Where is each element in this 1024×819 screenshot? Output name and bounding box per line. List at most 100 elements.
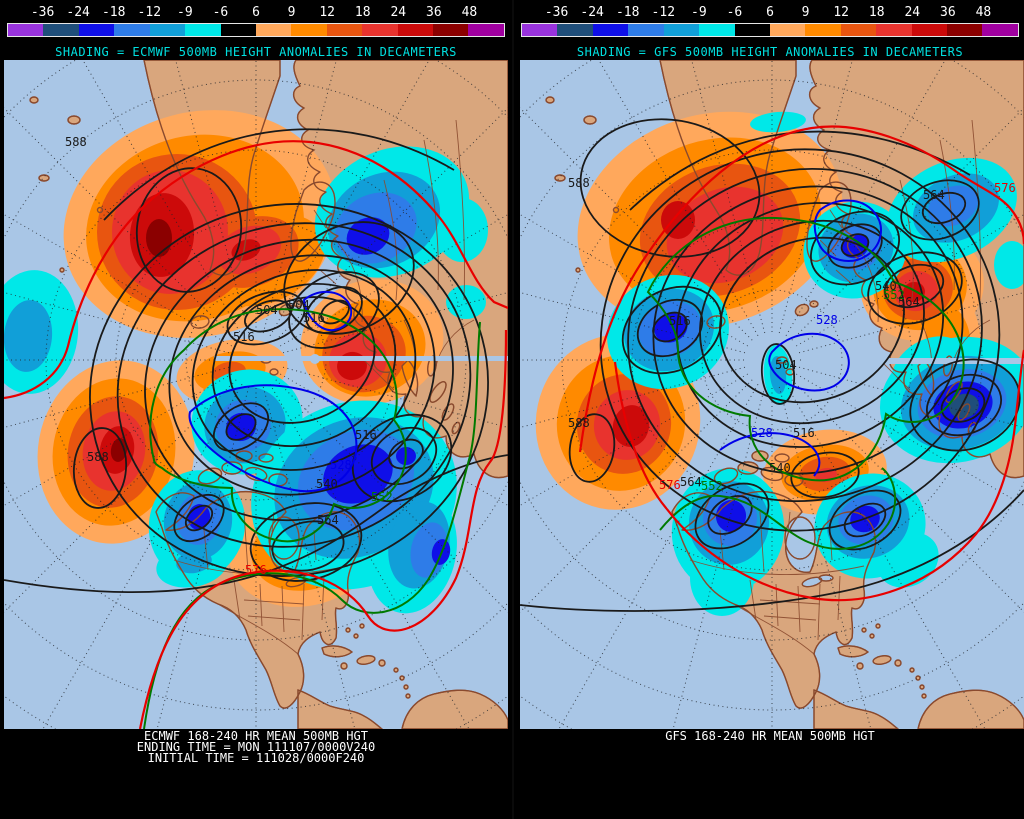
colorbar-segment xyxy=(769,24,806,36)
colorbar-tick-label: 24 xyxy=(390,5,407,20)
colorbar-tick-label: -36 xyxy=(30,5,55,20)
pole-marker xyxy=(866,352,884,370)
contour-label: 552 xyxy=(701,479,723,493)
height-contours xyxy=(4,128,508,594)
shading-title: SHADING = GFS 500MB HEIGHT ANOMALIES IN … xyxy=(576,45,964,59)
projection-seam xyxy=(214,356,508,361)
map-ecmwf: 588 504 504 516 516 516 528 540 552 564 588 576 xyxy=(4,60,508,729)
panel-gfs: -36 -24 -18 -12 -9 -6 6 9 12 18 24 36 48 SHADING = G… xyxy=(512,0,1024,819)
contour-label: 588 xyxy=(87,450,109,464)
contour-label: 552 xyxy=(371,490,393,504)
colorbar-tick-label: -36 xyxy=(544,5,569,20)
colorbar-segment xyxy=(433,24,469,36)
contour-label: 516 xyxy=(233,330,255,344)
colorbar-tick-label: 9 xyxy=(801,5,810,20)
contour-label: 516 xyxy=(793,426,815,440)
colorbar-tick-label: -9 xyxy=(691,5,707,20)
colorbar-tick-label: 18 xyxy=(354,5,371,20)
colorbar-segment xyxy=(468,24,504,36)
colorbar-segment xyxy=(982,24,1018,36)
map-gfs: 588 576 564 540 552 564 528 516 504 588 528 516 540 5… xyxy=(520,60,1024,729)
colorbar-segment xyxy=(149,24,186,36)
contour-label: 528 xyxy=(816,313,838,327)
colorbar-segment xyxy=(663,24,700,36)
contour-label: 588 xyxy=(65,135,87,149)
colorbar-tick-label: -6 xyxy=(212,5,229,20)
colorbar-tick-label: -12 xyxy=(137,5,162,20)
colorbar-tick-label: -18 xyxy=(615,5,640,20)
caption-line: INITIAL TIME = 111028/0000F240 xyxy=(147,751,365,765)
colorbar-segment xyxy=(185,24,221,36)
colorbar-tick-label: 12 xyxy=(833,5,849,20)
colorbar-segment xyxy=(699,24,735,36)
colored-contours xyxy=(578,125,1024,602)
colorbar-segment xyxy=(8,24,44,36)
contour-label: 564 xyxy=(923,188,945,202)
contour-label: 564 xyxy=(898,295,920,309)
contour-label: 516 xyxy=(355,428,377,442)
colorbar-tick-label: 24 xyxy=(904,5,921,20)
colorbar xyxy=(521,23,1019,37)
colorbar-tick-label: -24 xyxy=(580,5,604,20)
colorbar-segment xyxy=(397,24,434,36)
colorbar-tick-label: 9 xyxy=(287,5,296,20)
colorbar-tick-label: 48 xyxy=(461,5,478,20)
contour-label: 588 xyxy=(568,416,590,430)
contour-label: 588 xyxy=(568,176,590,190)
colorbar-segment xyxy=(592,24,629,36)
anomaly-shading xyxy=(4,110,488,614)
contour-label: 564 xyxy=(680,475,702,489)
colorbar-ticks: -36 -24 -18 -12 -9 -6 6 9 12 18 24 36 48 xyxy=(521,5,1019,22)
contour-label: 552 xyxy=(883,288,905,302)
colorbar-tick-label: 36 xyxy=(940,5,956,20)
colorbar-tick-label: -6 xyxy=(726,5,743,20)
contour-label: 516 xyxy=(303,311,325,325)
contour-label: 504 xyxy=(775,358,797,372)
colorbar-segment xyxy=(43,24,79,36)
colorbar-tick-label: 6 xyxy=(252,5,260,20)
colorbar-tick-label: -9 xyxy=(177,5,193,20)
colorbar-segment xyxy=(114,24,150,36)
colorbar xyxy=(7,23,505,37)
colorbar-tick-label: -24 xyxy=(66,5,90,20)
colorbar-tick-label: 18 xyxy=(868,5,885,20)
contour-label: 576 xyxy=(994,181,1016,195)
colorbar-segment xyxy=(362,24,398,36)
colorbar-tick-label: 12 xyxy=(319,5,335,20)
colorbar-segment xyxy=(911,24,948,36)
contour-label: 576 xyxy=(659,478,681,492)
colorbar-segment xyxy=(805,24,841,36)
caption-line: GFS 168-240 HR MEAN 500MB HGT xyxy=(665,729,875,743)
contour-label: 540 xyxy=(769,461,791,475)
panel-ecmwf: -36 -24 -18 -12 -9 -6 6 9 12 18 24 36 48 SHADING = E… xyxy=(4,5,508,765)
contour-label: 504 xyxy=(256,303,278,317)
colorbar-segment xyxy=(522,24,558,36)
colorbar-segment xyxy=(628,24,664,36)
colorbar-segment xyxy=(326,24,363,36)
colorbar-segment xyxy=(291,24,327,36)
caption-gfs: GFS 168-240 HR MEAN 500MB HGT xyxy=(514,729,1024,819)
contour-label: 516 xyxy=(669,314,691,328)
contour-label: 564 xyxy=(317,513,339,527)
caption-line: ENDING TIME = MON 111107/0000V240 xyxy=(136,740,376,754)
colorbar-tick-label: 48 xyxy=(975,5,992,20)
contour-label: 540 xyxy=(316,477,338,491)
colorbar-segment xyxy=(255,24,292,36)
colorbar-segment xyxy=(947,24,983,36)
colorbar-segment xyxy=(840,24,877,36)
colored-contours xyxy=(4,140,508,729)
colorbar-tick-label: 36 xyxy=(426,5,442,20)
colorbar-segment xyxy=(557,24,593,36)
projection-seam xyxy=(803,358,1024,364)
colorbar-segment xyxy=(78,24,115,36)
shading-title: SHADING = ECMWF 500MB HEIGHT ANOMALIES I… xyxy=(55,45,457,59)
colorbar-segment xyxy=(220,24,256,36)
colorbar-ticks: -36 -24 -18 -12 -9 -6 6 9 12 18 24 36 48 xyxy=(7,5,505,22)
colorbar-tick-label: 6 xyxy=(766,5,774,20)
pole-marker xyxy=(310,354,320,364)
colorbar-tick-label: -18 xyxy=(101,5,126,20)
